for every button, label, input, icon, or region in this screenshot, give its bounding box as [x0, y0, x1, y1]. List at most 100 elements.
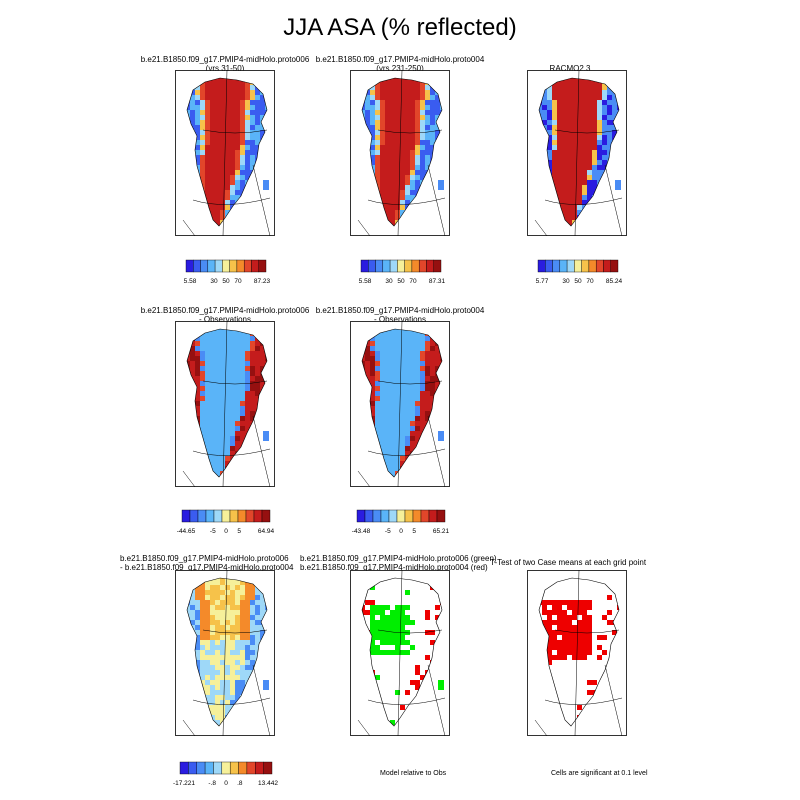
colorbar-swatch [375, 259, 384, 273]
panel-4-title: b.e21.B1850.f09_g17.PMIP4-midHolo.proto0… [135, 306, 315, 324]
colorbar-swatch [397, 259, 405, 273]
map-panel-2 [350, 70, 450, 236]
colorbar-tick-label: -5 [210, 528, 216, 535]
colorbar-swatch [236, 259, 245, 273]
colorbar-swatch [566, 259, 575, 273]
colorbar-1: 5.58 30 50 70 87.23 [184, 259, 271, 285]
colorbar-swatch [436, 509, 446, 523]
colorbar-swatch [420, 509, 430, 523]
colorbar-swatch [221, 761, 231, 775]
colorbar-swatch [213, 509, 223, 523]
colorbar-swatch [404, 259, 413, 273]
colorbar-tick-label: 13.442 [258, 780, 278, 787]
colorbar-swatch [411, 259, 420, 273]
map-panel-3 [527, 70, 627, 236]
panel-8-note: Cells are significant at 0.1 level [551, 770, 648, 777]
map-panel-7 [350, 570, 450, 736]
colorbar-swatch [229, 509, 239, 523]
colorbar-swatch [204, 761, 214, 775]
colorbar-tick-label: 0 [224, 780, 228, 787]
panel-4-title-line1: b.e21.B1850.f09_g17.PMIP4-midHolo.proto0… [140, 306, 310, 315]
panel-7-title: b.e21.B1850.f09_g17.PMIP4-midHolo.proto0… [300, 554, 520, 572]
colorbar-swatch [255, 761, 264, 775]
panel-7-note: Model relative to Obs [380, 770, 447, 777]
colorbar-tick-label: 85.24 [606, 278, 623, 285]
colorbar-tick-label: -43.48 [352, 528, 371, 535]
colorbar-swatch [433, 259, 442, 273]
panel-6-title: b.e21.B1850.f09_g17.PMIP4-midHolo.proto0… [120, 554, 320, 572]
colorbar-swatch [258, 259, 267, 273]
colorbar-tick-label: 30 [562, 278, 570, 285]
colorbar-tick-label: -.8 [208, 780, 216, 787]
colorbar-swatch [243, 259, 252, 273]
colorbar-swatch [207, 259, 216, 273]
colorbar-swatch [382, 259, 391, 273]
colorbar-swatch [229, 259, 238, 273]
colorbar-tick-label: 5 [412, 528, 416, 535]
colorbar-swatch [372, 509, 382, 523]
panel-5-title: b.e21.B1850.f09_g17.PMIP4-midHolo.proto0… [310, 306, 490, 324]
colorbar-swatch [229, 761, 239, 775]
colorbar-tick-label: .8 [237, 780, 243, 787]
panel-7-title-line1: b.e21.B1850.f09_g17.PMIP4-midHolo.proto0… [300, 554, 497, 563]
colorbar-swatch [196, 761, 206, 775]
panel-1-title-line2: (yrs 31-50) [205, 64, 245, 73]
colorbar-swatch [197, 509, 207, 523]
colorbar-swatch [396, 509, 406, 523]
panel-8-title-line1: T-Test of two Case means at each grid po… [490, 558, 647, 567]
colorbar-swatch [610, 259, 619, 273]
colorbar-swatch [368, 259, 376, 273]
colorbar-swatch [412, 509, 422, 523]
colorbar-tick-label: 87.31 [429, 278, 446, 285]
colorbar-swatch [389, 259, 398, 273]
colorbar-swatch [221, 509, 231, 523]
colorbar-swatch [263, 761, 273, 775]
colorbar-swatch [364, 509, 374, 523]
colorbar-swatch [603, 259, 611, 273]
colorbar-swatch [404, 509, 414, 523]
figure-title: JJA ASA (% reflected) [283, 14, 517, 41]
colorbar-tick-label: 5.58 [359, 278, 372, 285]
colorbar-tick-label: 65.21 [433, 528, 450, 535]
colorbar-swatch [426, 259, 434, 273]
panel-1-title: b.e21.B1850.f09_g17.PMIP4-midHolo.proto0… [135, 55, 315, 73]
colorbar-6: -17.221 -.8 0 .8 13.442 [173, 761, 278, 787]
panel-2-title-line1: b.e21.B1850.f09_g17.PMIP4-midHolo.proto0… [315, 55, 485, 64]
colorbar-swatch [188, 761, 197, 775]
colorbar-swatch [595, 259, 604, 273]
colorbar-tick-label: 50 [222, 278, 230, 285]
colorbar-swatch [238, 761, 248, 775]
colorbar-tick-label: 30 [210, 278, 218, 285]
colorbar-tick-label: -44.65 [177, 528, 196, 535]
map-panel-5 [350, 321, 450, 487]
colorbar-swatch [574, 259, 582, 273]
colorbar-2: 5.58 30 50 70 87.31 [359, 259, 446, 285]
colorbar-swatch [222, 259, 230, 273]
panel-6-title-line2: - b.e21.B1850.f09_g17.PMIP4-midHolo.prot… [120, 563, 294, 572]
colorbar-swatch [588, 259, 597, 273]
colorbar-swatch [537, 259, 546, 273]
panel-2-title: b.e21.B1850.f09_g17.PMIP4-midHolo.proto0… [310, 55, 490, 73]
panel-7-title-line2: b.e21.B1850.f09_g17.PMIP4-midHolo.proto0… [300, 563, 488, 572]
colorbar-swatch [237, 509, 247, 523]
colorbar-swatch [200, 259, 209, 273]
colorbar-swatch [356, 509, 366, 523]
colorbar-tick-label: 5.77 [536, 278, 549, 285]
colorbar-tick-label: 70 [586, 278, 594, 285]
colorbar-tick-label: 64.94 [258, 528, 275, 535]
colorbar-3: 5.77 30 50 70 85.24 [536, 259, 623, 285]
colorbar-swatch [559, 259, 568, 273]
colorbar-swatch [251, 259, 259, 273]
map-panel-6 [175, 570, 275, 736]
colorbar-swatch [380, 509, 390, 523]
colorbar-swatch [428, 509, 438, 523]
panel-4-title-line2: - Observations [198, 315, 252, 324]
colorbar-swatch [581, 259, 590, 273]
colorbar-swatch [181, 509, 191, 523]
colorbar-tick-label: 5 [237, 528, 241, 535]
panel-8-title: T-Test of two Case means at each grid po… [490, 558, 670, 567]
colorbar-swatch [246, 761, 256, 775]
colorbar-tick-label: 0 [224, 528, 228, 535]
colorbar-swatch [261, 509, 271, 523]
colorbar-swatch [185, 259, 194, 273]
